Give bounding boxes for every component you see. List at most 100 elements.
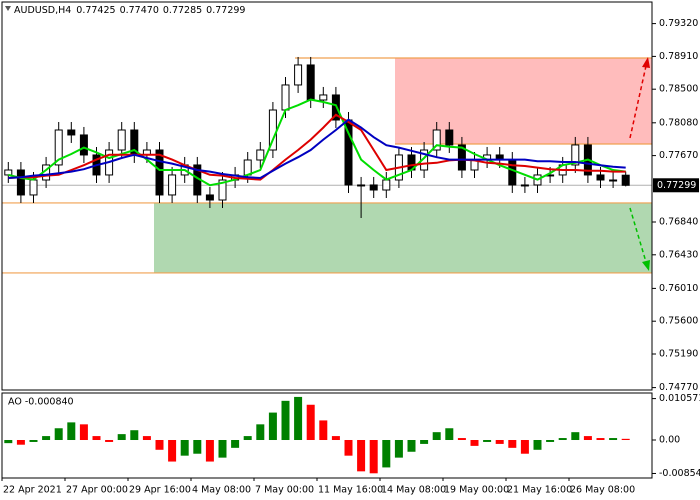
down-arrowhead (642, 260, 650, 271)
ao-bar (571, 432, 580, 441)
down-arrow (629, 207, 647, 263)
ao-bar (344, 440, 353, 456)
ao-bar (420, 440, 429, 444)
ao-bar (407, 440, 416, 452)
ao-bar (54, 428, 63, 441)
candle-body (621, 174, 630, 186)
candle-body (168, 174, 177, 196)
ao-bar (4, 440, 13, 444)
candle-body (205, 194, 214, 201)
y-tick-label: 0.79320 (659, 18, 698, 29)
candle-body (155, 149, 164, 196)
candle-body (4, 169, 13, 176)
ao-bar (445, 428, 454, 441)
ao-bar (67, 422, 76, 441)
candle-body (306, 64, 315, 101)
ao-bar (92, 436, 101, 441)
x-tick-label: 19 May 00:00 (444, 485, 509, 496)
last-price-box (653, 178, 699, 193)
y-tick-label: 0.75190 (659, 349, 698, 360)
moving-average (8, 118, 626, 180)
ao-bar (331, 436, 340, 441)
candle-body (294, 64, 303, 86)
ao-bar (256, 424, 265, 441)
ao-bar (621, 438, 630, 441)
ao-bar (294, 396, 303, 441)
ao-bar (231, 440, 240, 448)
ohlc-low: 0.77285 (163, 5, 202, 16)
candle-body (319, 94, 328, 101)
ohlc-high: 0.77470 (120, 5, 159, 16)
ao-bar (168, 440, 177, 462)
candle-body (67, 129, 76, 136)
candle-body (281, 84, 290, 111)
last-price-label: 0.77299 (657, 180, 696, 191)
ao-bar (533, 440, 542, 450)
zones-layer (2, 57, 652, 274)
ao-bar (495, 440, 504, 444)
y-tick-label: 0.74770 (659, 382, 698, 393)
x-tick-label: 26 May 08:00 (570, 485, 635, 496)
ao-bar (243, 436, 252, 441)
candle-body (256, 149, 265, 161)
candle-body (357, 184, 366, 187)
x-tick-label: 14 May 08:00 (381, 485, 446, 496)
candle-body (243, 159, 252, 176)
ao-bar (394, 440, 403, 458)
ao-bar (558, 438, 567, 441)
candle-body (29, 179, 38, 196)
y-tick-label: 0.77670 (659, 150, 698, 161)
up-arrowhead (642, 57, 650, 68)
ao-bar (130, 430, 139, 441)
y-tick-label: -0.008543 (659, 468, 700, 479)
main-layer (2, 56, 652, 218)
candle-body (79, 134, 88, 156)
candle-body (382, 179, 391, 191)
x-tick-label: 4 May 08:00 (192, 485, 251, 496)
x-tick-label: 11 May 16:00 (318, 485, 383, 496)
candle-body (432, 129, 441, 151)
ao-bar (193, 440, 202, 454)
ao-bar (155, 440, 164, 450)
ao-bar (16, 440, 25, 445)
candle-body (571, 144, 580, 166)
ao-bar (546, 440, 555, 442)
y-tick-label: 0.00 (659, 435, 680, 446)
ao-bar (281, 400, 290, 441)
candle-body (457, 144, 466, 171)
ao-bar (596, 438, 605, 441)
x-tick-label: 22 Apr 2021 (3, 485, 62, 496)
ao-bar (369, 440, 378, 474)
ao-bar (319, 420, 328, 441)
zone (154, 202, 652, 273)
ao-bar (180, 440, 189, 456)
symbol: AUDUSD,H4 (14, 5, 71, 16)
ao-bar (142, 436, 151, 441)
ao-title: AO -0.000840 (8, 397, 74, 408)
y-tick-label: 0.78910 (659, 51, 698, 62)
ao-bar (306, 404, 315, 441)
y-tick-label: 0.010571 (659, 393, 700, 404)
y-tick-label: 0.78080 (659, 117, 698, 128)
ao-bar (205, 440, 214, 462)
ao-bar (218, 440, 227, 458)
ao-bar (42, 436, 51, 441)
candle-body (596, 174, 605, 181)
candle-body (520, 184, 529, 187)
symbol-icon (5, 6, 11, 11)
ao-bar (105, 440, 114, 442)
ao-bar (609, 438, 618, 441)
ao-bar (29, 440, 38, 442)
candle-body (16, 169, 25, 196)
candle-body (369, 184, 378, 191)
ao-bar (117, 434, 126, 441)
candle-body (218, 179, 227, 201)
ao-bar (520, 440, 529, 454)
candle-body (117, 129, 126, 151)
ohlc-close: 0.77299 (206, 5, 245, 16)
ao-bar (457, 438, 466, 441)
ao-bar (382, 440, 391, 468)
candle-body (609, 179, 618, 182)
ao-panel-border (1, 392, 653, 479)
